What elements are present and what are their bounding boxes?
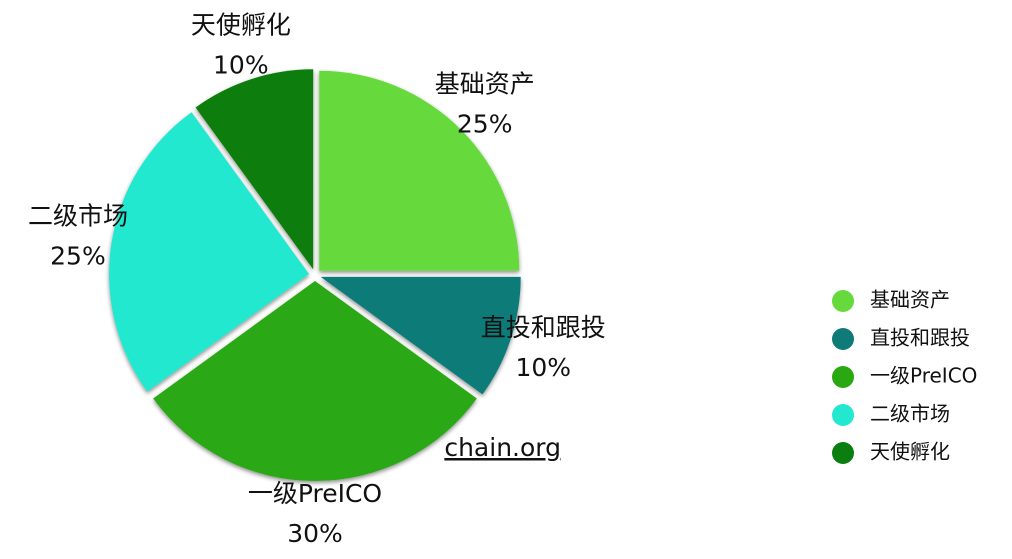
legend-swatch — [832, 290, 854, 312]
pie-slice — [319, 70, 520, 271]
slice-label: 二级市场 — [28, 201, 128, 230]
slice-label: 直投和跟投 — [481, 313, 606, 342]
legend-label: 基础资产 — [870, 288, 950, 312]
slice-label: 天使孵化 — [191, 11, 291, 40]
pie-slice — [320, 276, 521, 395]
slice-value-label: 25% — [50, 241, 106, 270]
pie-slice — [109, 112, 310, 392]
slice-value-label: 25% — [457, 109, 513, 138]
legend-label: 二级市场 — [870, 402, 950, 426]
slice-value-label: 10% — [213, 51, 269, 80]
watermark: chain.org — [444, 433, 561, 462]
legend-label: 直投和跟投 — [870, 326, 970, 350]
pie-slice — [195, 69, 314, 270]
slice-value-label: 10% — [515, 353, 571, 382]
pie-slice — [153, 281, 477, 481]
legend-swatch — [832, 328, 854, 350]
slice-label: 一级PreICO — [248, 479, 382, 508]
legend-label: 天使孵化 — [870, 440, 950, 464]
legend-swatch — [832, 366, 854, 388]
legend-swatch — [832, 442, 854, 464]
legend-label: 一级PreICO — [870, 364, 977, 388]
slice-label: 基础资产 — [435, 69, 535, 98]
legend-swatch — [832, 404, 854, 426]
slice-value-label: 30% — [287, 519, 343, 548]
